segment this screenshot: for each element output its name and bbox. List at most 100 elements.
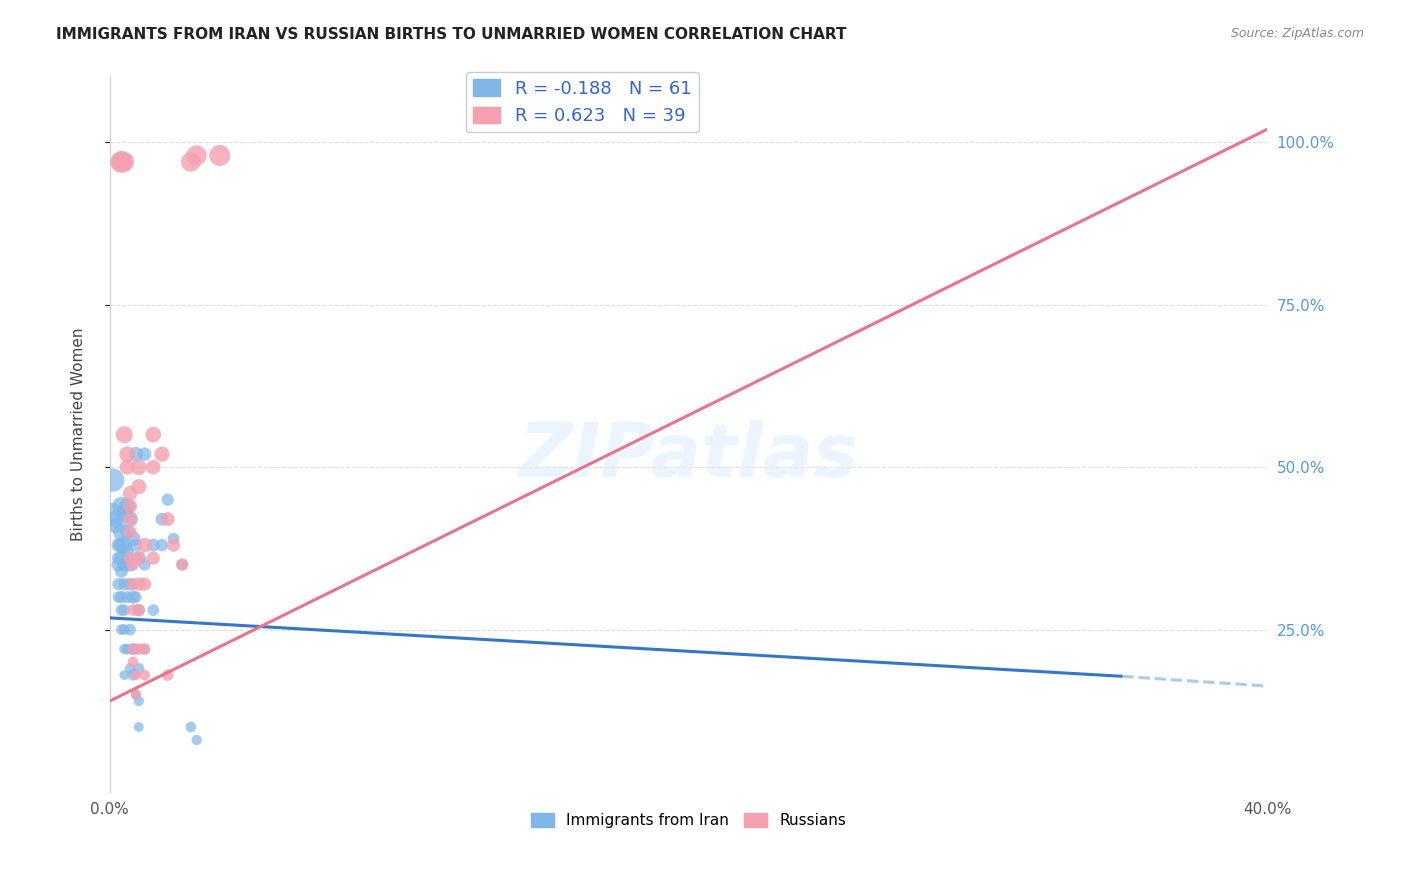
Point bbox=[142, 551, 165, 566]
Point bbox=[180, 720, 202, 734]
Point bbox=[125, 688, 148, 702]
Point bbox=[110, 525, 132, 540]
Point bbox=[115, 642, 138, 657]
Point bbox=[150, 447, 173, 461]
Point bbox=[110, 154, 132, 169]
Point bbox=[128, 603, 150, 617]
Point bbox=[110, 564, 132, 578]
Point bbox=[110, 499, 132, 513]
Point bbox=[128, 460, 150, 475]
Point bbox=[142, 538, 165, 552]
Point bbox=[120, 623, 142, 637]
Point bbox=[110, 603, 132, 617]
Point bbox=[122, 642, 145, 657]
Point bbox=[115, 544, 138, 558]
Point bbox=[156, 512, 179, 526]
Point bbox=[134, 558, 156, 572]
Point bbox=[107, 538, 129, 552]
Point bbox=[110, 538, 132, 552]
Point bbox=[112, 603, 135, 617]
Point bbox=[120, 577, 142, 591]
Point bbox=[180, 154, 202, 169]
Point bbox=[120, 512, 142, 526]
Point bbox=[125, 447, 148, 461]
Point bbox=[128, 694, 150, 708]
Point bbox=[125, 668, 148, 682]
Point bbox=[134, 447, 156, 461]
Point bbox=[122, 590, 145, 604]
Point bbox=[162, 538, 184, 552]
Point bbox=[107, 590, 129, 604]
Point bbox=[156, 492, 179, 507]
Point bbox=[107, 558, 129, 572]
Point bbox=[134, 577, 156, 591]
Point bbox=[120, 661, 142, 675]
Text: IMMIGRANTS FROM IRAN VS RUSSIAN BIRTHS TO UNMARRIED WOMEN CORRELATION CHART: IMMIGRANTS FROM IRAN VS RUSSIAN BIRTHS T… bbox=[56, 27, 846, 42]
Point bbox=[128, 551, 150, 566]
Point bbox=[120, 558, 142, 572]
Point bbox=[134, 668, 156, 682]
Point bbox=[128, 603, 150, 617]
Point bbox=[115, 525, 138, 540]
Point bbox=[120, 499, 142, 513]
Point bbox=[122, 668, 145, 682]
Point bbox=[128, 661, 150, 675]
Point bbox=[142, 427, 165, 442]
Point bbox=[112, 577, 135, 591]
Point bbox=[104, 512, 127, 526]
Point bbox=[101, 473, 124, 487]
Point bbox=[115, 590, 138, 604]
Point bbox=[162, 532, 184, 546]
Point bbox=[120, 512, 142, 526]
Point bbox=[186, 148, 208, 162]
Point bbox=[115, 499, 138, 513]
Point bbox=[128, 480, 150, 494]
Point bbox=[112, 538, 135, 552]
Point bbox=[172, 558, 194, 572]
Point bbox=[110, 551, 132, 566]
Point bbox=[107, 577, 129, 591]
Point bbox=[186, 733, 208, 747]
Point bbox=[112, 506, 135, 520]
Point bbox=[122, 603, 145, 617]
Point bbox=[150, 538, 173, 552]
Point bbox=[110, 154, 132, 169]
Point bbox=[122, 577, 145, 591]
Point bbox=[142, 603, 165, 617]
Point bbox=[120, 525, 142, 540]
Point bbox=[110, 623, 132, 637]
Point bbox=[115, 460, 138, 475]
Point bbox=[125, 538, 148, 552]
Point bbox=[128, 720, 150, 734]
Point bbox=[112, 154, 135, 169]
Point bbox=[134, 642, 156, 657]
Point bbox=[134, 538, 156, 552]
Point bbox=[112, 623, 135, 637]
Y-axis label: Births to Unmarried Women: Births to Unmarried Women bbox=[72, 328, 86, 541]
Point bbox=[120, 551, 142, 566]
Point bbox=[128, 642, 150, 657]
Point bbox=[115, 447, 138, 461]
Point bbox=[128, 577, 150, 591]
Point bbox=[156, 668, 179, 682]
Point bbox=[104, 518, 127, 533]
Point bbox=[125, 590, 148, 604]
Point bbox=[122, 655, 145, 669]
Point bbox=[112, 558, 135, 572]
Text: ZIPatlas: ZIPatlas bbox=[519, 419, 859, 492]
Point bbox=[142, 460, 165, 475]
Point bbox=[172, 558, 194, 572]
Point bbox=[208, 148, 231, 162]
Point bbox=[112, 427, 135, 442]
Point bbox=[120, 486, 142, 500]
Point bbox=[101, 506, 124, 520]
Legend: Immigrants from Iran, Russians: Immigrants from Iran, Russians bbox=[524, 807, 852, 834]
Point bbox=[134, 642, 156, 657]
Point bbox=[125, 642, 148, 657]
Point bbox=[150, 512, 173, 526]
Point bbox=[128, 551, 150, 566]
Point bbox=[110, 590, 132, 604]
Text: Source: ZipAtlas.com: Source: ZipAtlas.com bbox=[1230, 27, 1364, 40]
Point bbox=[122, 558, 145, 572]
Point bbox=[112, 668, 135, 682]
